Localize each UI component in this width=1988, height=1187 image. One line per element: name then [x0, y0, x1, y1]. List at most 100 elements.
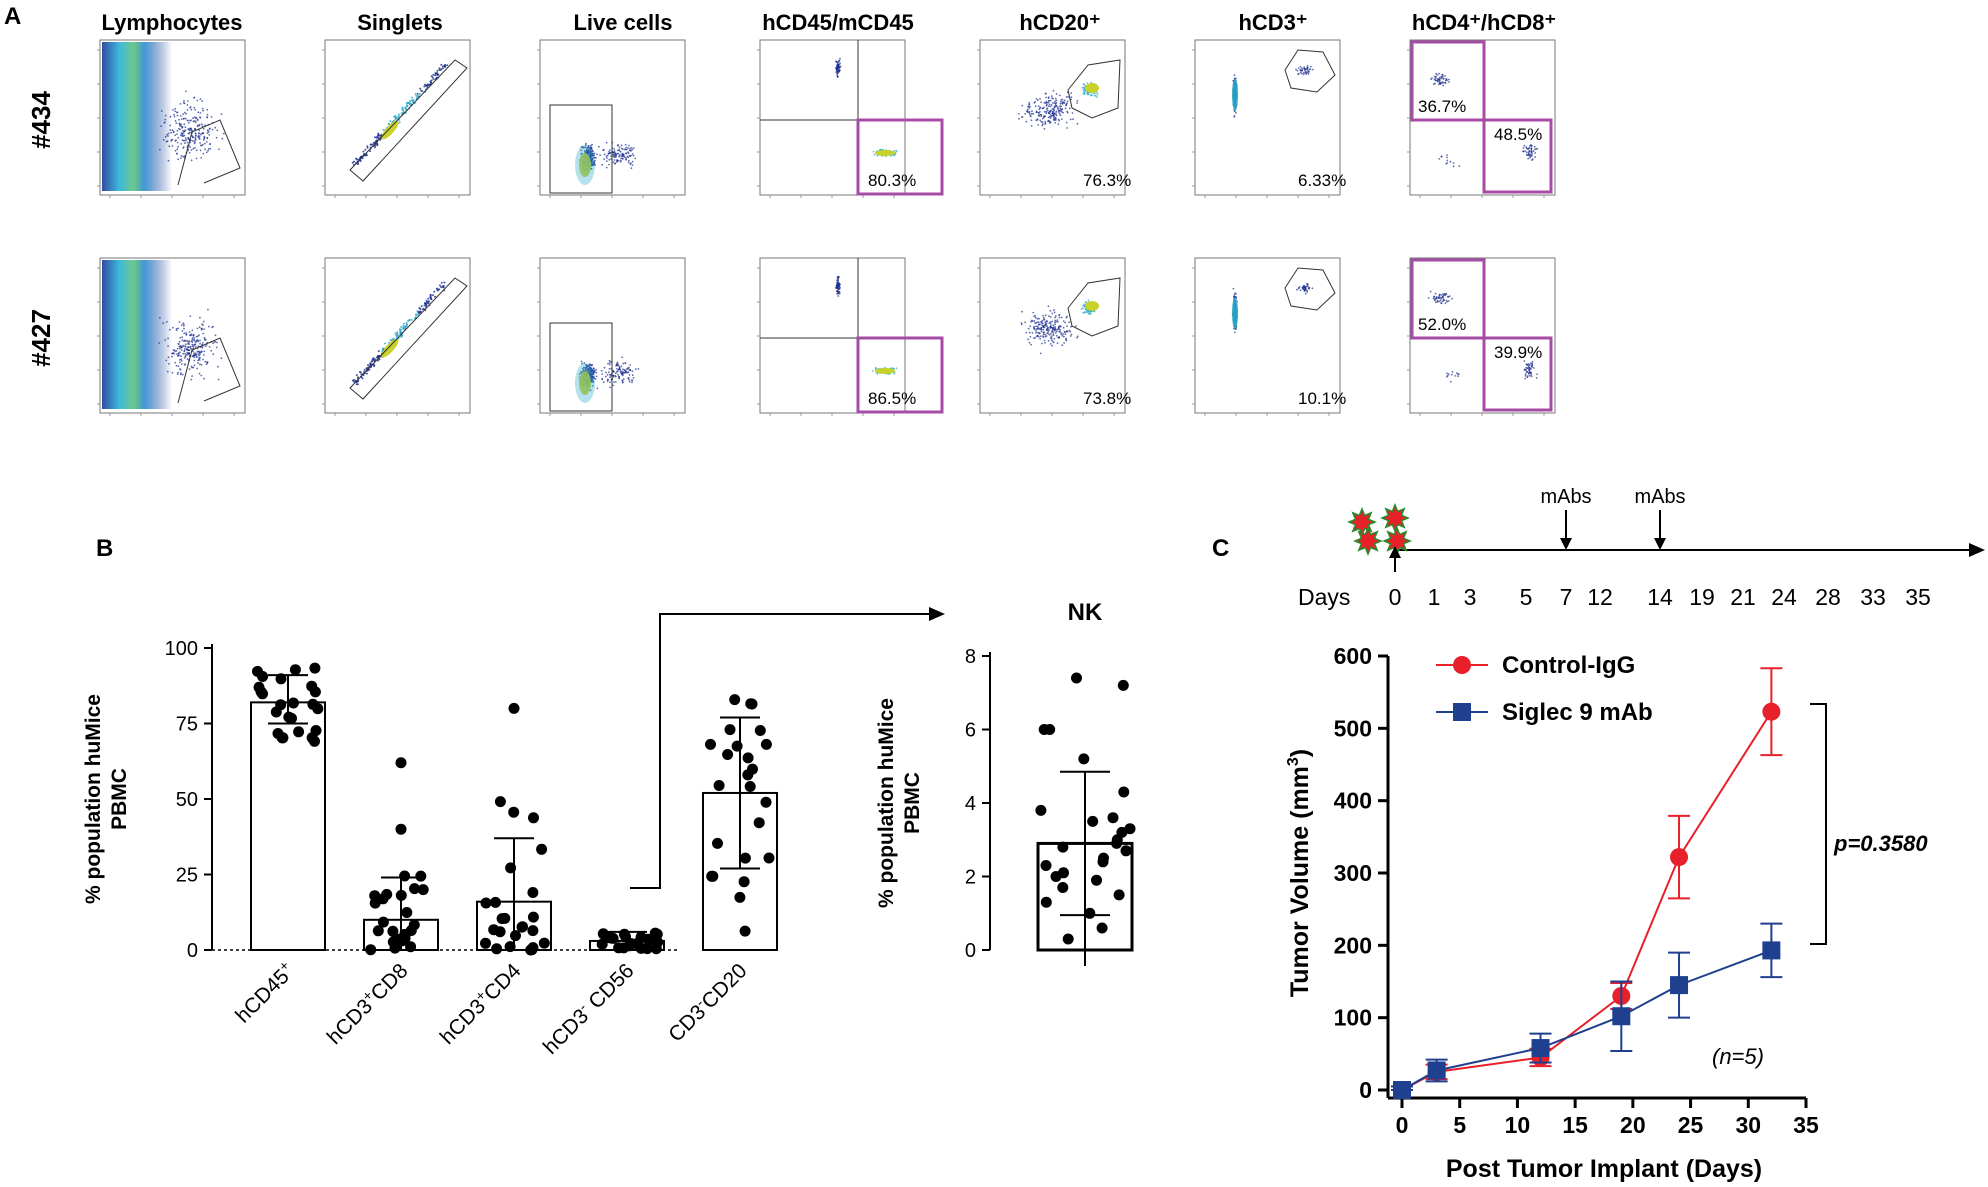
event-dot — [1039, 111, 1041, 113]
event-dot — [1040, 113, 1042, 116]
event-dot — [621, 155, 624, 158]
event-dot — [1043, 101, 1046, 104]
event-dot — [1441, 76, 1443, 79]
event-dot — [1437, 78, 1440, 81]
event-dot — [191, 341, 194, 344]
event-dot — [593, 367, 595, 370]
event-dot — [607, 362, 609, 365]
data-point — [1762, 941, 1781, 960]
event-dot — [181, 373, 184, 376]
event-dot — [420, 305, 423, 308]
event-label: mAbs — [1634, 486, 1685, 508]
data-point — [395, 823, 407, 835]
gate-percent: 36.7% — [1418, 97, 1466, 116]
event-dot — [620, 144, 623, 147]
event-dot — [1046, 325, 1048, 328]
event-dot — [384, 342, 387, 345]
event-dot — [196, 125, 199, 128]
event-dot — [1522, 147, 1525, 149]
event-dot — [191, 329, 194, 332]
event-dot — [1083, 93, 1086, 96]
event-dot — [582, 367, 584, 370]
flow-plot — [537, 39, 686, 198]
event-dot — [835, 71, 838, 73]
column-title: Lymphocytes — [101, 10, 242, 35]
data-point — [746, 698, 758, 710]
event-dot — [206, 137, 209, 140]
y-axis-label: Tumor Volume (mm3) — [1285, 749, 1314, 997]
event-dot — [1042, 333, 1045, 335]
event-dot — [623, 372, 625, 374]
event-dot — [624, 371, 627, 373]
event-dot — [410, 99, 413, 102]
event-dot — [1445, 163, 1448, 165]
event-dot — [1054, 323, 1056, 326]
event-dot — [837, 295, 840, 297]
event-dot — [1082, 83, 1085, 86]
event-dot — [1063, 331, 1066, 334]
row-id-label: #427 — [26, 309, 56, 367]
event-dot — [203, 354, 205, 356]
event-dot — [203, 336, 206, 339]
event-dot — [1040, 115, 1043, 117]
y-tick-label: 0 — [965, 940, 976, 962]
event-dot — [1059, 114, 1062, 117]
event-dot — [1025, 120, 1028, 123]
event-dot — [596, 153, 598, 156]
event-dot — [182, 139, 185, 142]
event-dot — [171, 371, 174, 374]
event-dot — [1021, 116, 1023, 118]
event-dot — [196, 327, 199, 330]
event-dot — [619, 161, 622, 163]
event-dot — [1049, 309, 1052, 312]
event-dot — [188, 152, 191, 154]
event-dot — [442, 286, 445, 289]
event-dot — [839, 57, 841, 60]
event-dot — [179, 368, 182, 371]
timeline-day: 33 — [1860, 584, 1886, 610]
event-dot — [425, 299, 428, 302]
gate-percent: 39.9% — [1494, 343, 1542, 362]
event-dot — [162, 322, 165, 325]
density-core — [1085, 301, 1099, 311]
event-dot — [195, 117, 197, 120]
event-dot — [195, 121, 197, 124]
event-dot — [178, 321, 181, 323]
event-dot — [1446, 372, 1448, 375]
event-dot — [436, 72, 438, 74]
event-dot — [1059, 328, 1061, 331]
event-dot — [583, 362, 586, 364]
event-dot — [1449, 380, 1452, 383]
event-dot — [630, 167, 633, 170]
event-dot — [1028, 111, 1031, 114]
event-dot — [621, 370, 623, 373]
data-point — [527, 887, 539, 898]
event-dot — [198, 137, 201, 140]
event-dot — [184, 352, 187, 355]
event-dot — [209, 147, 212, 150]
event-dot — [180, 324, 183, 326]
event-dot — [1436, 74, 1439, 76]
event-dot — [1311, 287, 1314, 290]
flow-plot: 76.3% — [977, 39, 1131, 198]
event-dot — [630, 162, 632, 165]
event-dot — [1034, 314, 1036, 317]
event-dot — [1431, 77, 1433, 79]
event-dot — [1044, 122, 1047, 125]
event-dot — [1449, 160, 1452, 163]
event-dot — [603, 158, 605, 161]
event-dot — [193, 359, 196, 362]
event-dot — [1049, 321, 1052, 323]
event-dot — [197, 339, 199, 342]
event-dot — [1040, 320, 1043, 323]
event-dot — [366, 145, 369, 148]
gate-singlets — [349, 59, 468, 182]
event-dot — [1094, 94, 1097, 97]
event-dot — [628, 374, 631, 376]
event-dot — [216, 129, 219, 132]
y-axis-label-line1: % population huMice — [82, 694, 105, 904]
flow-plot: 73.8% — [977, 257, 1131, 416]
event-dot — [1530, 149, 1533, 152]
event-dot — [433, 290, 436, 293]
event-dot — [1041, 319, 1044, 322]
